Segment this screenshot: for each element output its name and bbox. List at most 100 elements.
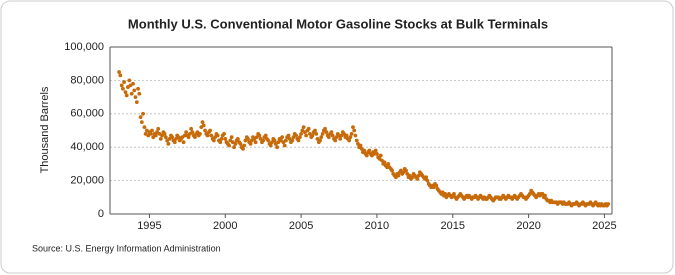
point xyxy=(373,148,378,153)
point xyxy=(434,183,439,188)
point xyxy=(248,141,253,146)
point xyxy=(170,135,175,140)
point xyxy=(301,125,306,130)
point xyxy=(344,133,349,138)
point xyxy=(142,125,147,130)
point xyxy=(324,130,329,135)
point xyxy=(184,130,189,135)
point xyxy=(211,138,216,143)
point xyxy=(233,141,238,146)
point xyxy=(290,138,295,143)
point xyxy=(229,135,234,140)
y-tick-label: 20,000 xyxy=(70,175,104,187)
point xyxy=(358,143,363,148)
point xyxy=(280,135,285,140)
point xyxy=(333,138,338,143)
point xyxy=(209,133,214,138)
x-tick-label: 2005 xyxy=(289,220,313,232)
point xyxy=(129,91,134,96)
point xyxy=(323,126,327,131)
x-tick-label: 2025 xyxy=(592,220,616,232)
point xyxy=(452,192,456,196)
point xyxy=(364,153,369,158)
point xyxy=(425,178,430,183)
source: Source: U.S. Energy Information Administ… xyxy=(32,243,221,253)
point xyxy=(284,138,288,143)
point xyxy=(375,151,379,156)
point xyxy=(354,138,359,143)
point xyxy=(353,133,358,138)
point xyxy=(201,123,206,128)
point xyxy=(386,162,391,166)
point xyxy=(222,131,226,136)
point xyxy=(543,193,547,198)
point xyxy=(215,133,220,138)
y-tick-label: 40,000 xyxy=(70,141,104,153)
point xyxy=(198,131,202,136)
point xyxy=(163,135,168,140)
y-tick-label: 60,000 xyxy=(70,108,104,120)
point xyxy=(133,95,138,99)
point xyxy=(137,91,142,96)
point xyxy=(266,138,271,143)
point xyxy=(232,145,236,150)
point xyxy=(338,136,343,141)
point xyxy=(119,83,124,88)
point xyxy=(235,136,240,141)
point xyxy=(313,128,317,133)
point xyxy=(329,130,334,135)
point xyxy=(320,131,325,136)
point xyxy=(390,168,394,173)
point xyxy=(261,138,266,143)
point xyxy=(118,73,123,78)
point xyxy=(304,133,308,138)
point xyxy=(299,131,303,136)
point xyxy=(205,133,210,138)
point xyxy=(242,143,247,148)
point xyxy=(227,143,231,148)
point xyxy=(352,128,357,133)
point xyxy=(122,80,127,84)
point xyxy=(136,86,140,91)
point xyxy=(294,133,298,138)
point xyxy=(415,177,420,181)
point xyxy=(318,138,322,143)
point xyxy=(286,133,291,138)
point xyxy=(150,128,154,133)
point xyxy=(297,135,302,140)
point xyxy=(138,115,143,120)
point xyxy=(282,143,287,148)
point xyxy=(424,175,429,180)
x-tick-label: 2020 xyxy=(516,220,540,232)
point xyxy=(319,135,324,140)
point xyxy=(348,135,353,140)
point xyxy=(131,81,135,86)
point xyxy=(153,133,158,138)
point xyxy=(314,131,319,136)
point xyxy=(162,131,167,136)
point xyxy=(166,141,171,146)
point xyxy=(181,140,186,145)
point xyxy=(396,173,401,178)
point xyxy=(330,133,335,138)
y-tick-label: 80,000 xyxy=(70,74,104,86)
point xyxy=(127,78,132,83)
chart-title: Monthly U.S. Conventional Motor Gasoline… xyxy=(128,16,548,31)
point xyxy=(139,120,144,125)
point xyxy=(347,138,352,143)
point xyxy=(378,153,383,158)
point xyxy=(156,126,161,131)
point xyxy=(238,141,243,146)
point xyxy=(263,133,268,138)
point xyxy=(404,168,408,173)
point xyxy=(306,126,311,131)
point xyxy=(253,140,258,145)
point xyxy=(326,135,331,140)
point xyxy=(272,138,277,143)
point xyxy=(124,93,129,98)
point xyxy=(223,136,228,141)
point xyxy=(367,148,372,153)
y-axis-label: Thousand Barrels xyxy=(39,86,51,173)
point xyxy=(189,126,194,131)
